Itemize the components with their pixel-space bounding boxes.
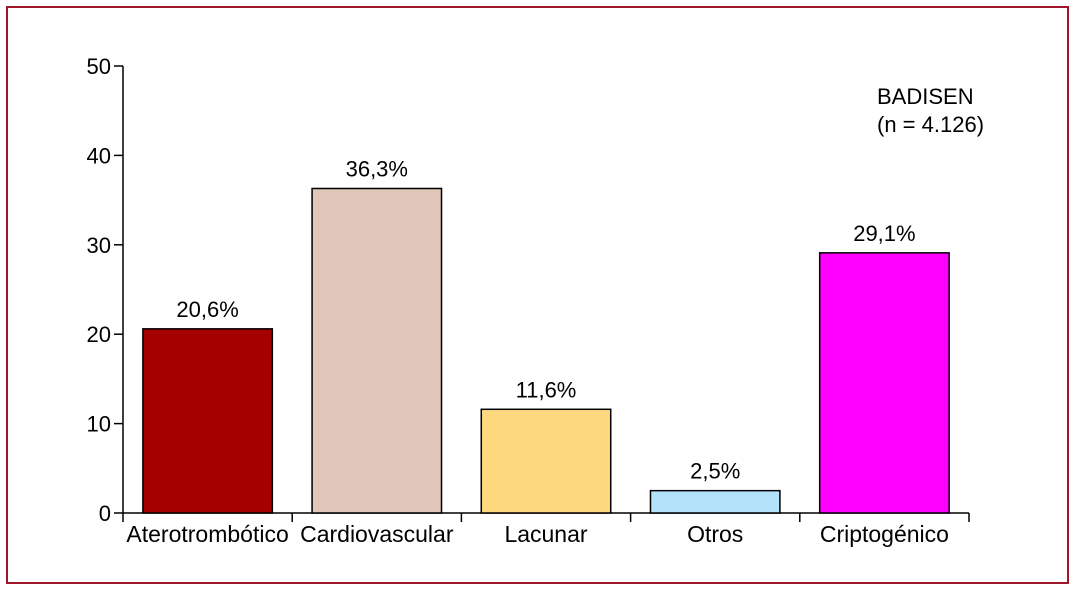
x-category-label: Criptogénico	[820, 521, 949, 547]
y-tick-label: 0	[99, 501, 111, 526]
y-tick-label: 20	[87, 322, 111, 347]
annotation: BADISEN (n = 4.126)	[877, 84, 984, 137]
y-tick-label: 40	[87, 143, 111, 168]
bar-value-label: 36,3%	[346, 156, 408, 181]
bar-2	[311, 187, 443, 514]
y-tick-label: 10	[87, 412, 111, 437]
x-category-label: Cardiovascular	[300, 521, 454, 547]
y-tick-label: 30	[87, 233, 111, 258]
x-category-label: Lacunar	[504, 521, 587, 547]
bar-value-label: 2,5%	[690, 459, 740, 484]
y-axis: 0 10 20 30 40 50	[87, 54, 124, 526]
bar-1	[142, 328, 274, 514]
x-category-label: Aterotrombótico	[126, 521, 288, 547]
bar-value-label: 29,1%	[853, 221, 915, 246]
bar-4	[649, 489, 781, 514]
annotation-title: BADISEN	[877, 84, 974, 109]
bars: 20,6% 36,3% 11,6% 2,5% 29,1%	[142, 156, 950, 514]
x-axis: Aterotrombótico Cardiovascular Lacunar Otro…	[122, 512, 970, 547]
annotation-sample-size: (n = 4.126)	[877, 112, 984, 137]
bar-3	[480, 408, 612, 514]
x-category-label: Otros	[687, 521, 743, 547]
bar-value-label: 11,6%	[516, 377, 577, 402]
bar-5	[818, 252, 950, 514]
y-tick-label: 50	[87, 54, 111, 79]
bar-value-label: 20,6%	[176, 297, 238, 322]
